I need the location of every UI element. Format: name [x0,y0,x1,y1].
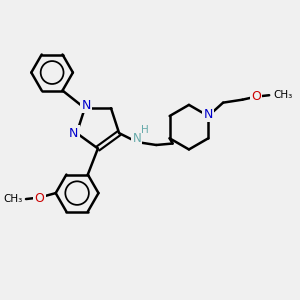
Text: H: H [141,125,148,136]
Text: CH₃: CH₃ [274,90,293,100]
Text: O: O [34,192,44,205]
Text: N: N [82,99,91,112]
Text: O: O [251,90,261,103]
Text: CH₃: CH₃ [4,194,23,204]
Text: N: N [133,132,141,145]
Text: N: N [69,127,78,140]
Text: N: N [204,108,213,121]
